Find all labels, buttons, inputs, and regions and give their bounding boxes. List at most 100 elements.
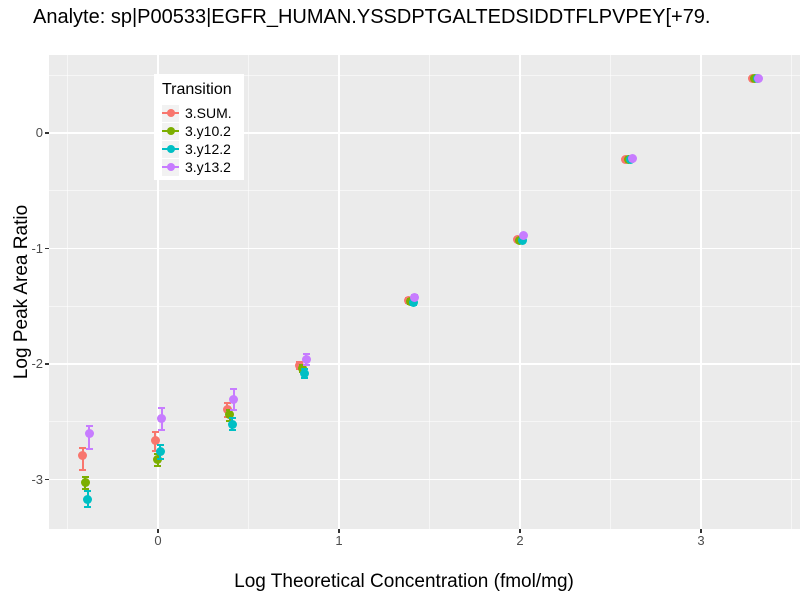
error-bar-cap [302,352,310,355]
error-bar-cap [228,417,236,420]
error-bar-cap [151,431,159,434]
gridline-minor [49,421,800,423]
error-bar-cap [84,506,92,509]
tick-mark [45,132,49,134]
x-tick-label: 1 [335,533,343,548]
data-point [84,428,94,438]
data-point [754,74,764,84]
point-icon [166,127,175,135]
error-bar-cap [301,376,309,379]
data-point [301,354,311,364]
tick-mark [45,247,49,250]
y-tick-label: 0 [35,125,43,140]
data-point [225,410,235,420]
error-bar-cap [81,487,89,490]
legend-key [162,158,179,176]
data-point [227,419,237,429]
data-point [300,368,310,378]
legend-label: 3.SUM. [185,105,232,121]
gridline-minor [610,55,611,529]
gridline-minor [67,55,68,529]
y-tick-label: -2 [31,356,43,371]
x-tick-label: 3 [697,533,705,548]
tick-mark [700,529,702,533]
data-point [229,395,239,405]
error-bar-cap [156,443,164,446]
legend-title: Transition [162,81,232,98]
gridline-major [49,247,800,250]
gridline-major [157,55,159,529]
data-point [78,450,88,460]
y-axis-title: Log Peak Area Ratio [11,204,32,380]
error-bar-cap [223,402,231,405]
error-bar-cap [230,409,238,412]
error-bar-cap [228,428,236,431]
data-point [410,292,420,302]
chart-title: Analyte: sp|P00533|EGFR_HUMAN.YSSDPTGALT… [33,6,711,28]
error-bar-cap [156,457,164,460]
tick-mark [45,363,49,365]
error-bar-cap [151,449,159,452]
data-point [157,413,166,423]
gridline-major [49,478,800,481]
error-bar-cap [301,367,309,370]
y-tick-label: -3 [31,471,43,487]
tick-mark [157,529,159,533]
data-point [222,404,232,414]
legend-item: 3.y12.2 [162,140,244,158]
legend-key [162,140,179,158]
gridline-major [49,132,800,134]
x-tick-label: 0 [154,533,162,548]
error-bar-cap [81,476,89,479]
tick-mark [45,478,49,481]
error-bar-cap [154,464,161,467]
x-tick-label: 2 [516,533,524,548]
legend-label: 3.y13.2 [185,159,231,175]
error-bar-cap [85,448,93,451]
x-axis-title: Log Theoretical Concentration (fmol/mg) [234,571,574,592]
legend-key [162,122,179,140]
legend-label: 3.y10.2 [185,123,231,139]
gridline-minor [49,305,800,307]
gridline-major [519,55,521,529]
gridline-minor [49,190,800,192]
error-bar-cap [226,409,234,412]
point-icon [166,163,175,171]
gridline-major [700,55,702,529]
data-point [517,235,527,245]
data-point [155,447,165,457]
data-point [80,478,90,488]
error-bar-cap [85,425,93,428]
data-point [83,494,93,504]
error-bar [88,426,91,450]
error-bar-cap [230,388,238,391]
legend-label: 3.y12.2 [185,141,231,157]
legend-key [162,104,179,122]
data-point [519,231,528,241]
gridline-minor [248,55,249,529]
legend-item: 3.y10.2 [162,122,244,140]
data-point [153,455,162,465]
error-bar-cap [158,428,165,431]
error-bar-cap [79,469,87,472]
error-bar-cap [302,364,310,367]
data-point [627,153,637,163]
gridline-major [49,363,800,365]
gridline-minor [49,74,800,76]
tick-mark [338,529,340,533]
error-bar-cap [79,447,87,450]
gridline-minor [791,55,792,529]
y-tick-label: -1 [31,240,43,256]
point-icon [166,145,175,153]
legend-item: 3.y13.2 [162,158,244,176]
gridline-minor [429,55,430,529]
data-point [408,298,418,308]
point-icon [166,109,175,117]
data-point [150,435,160,445]
error-bar-cap [84,490,92,493]
legend-item: 3.SUM. [162,104,244,122]
gridline-major [338,55,340,529]
tick-mark [519,529,521,533]
error-bar-cap [158,406,165,409]
